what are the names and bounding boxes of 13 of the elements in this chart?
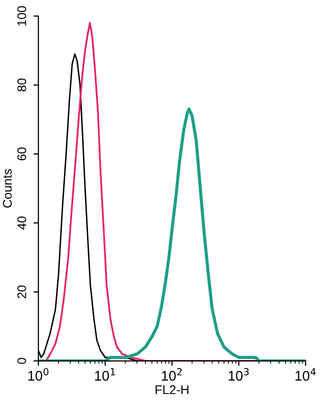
x-tick-label: 10$^{1}$: [95, 368, 115, 381]
x-tick-label: 10$^{0}$: [28, 368, 48, 381]
y-axis-title: Counts: [2, 169, 12, 208]
y-tick-label: 100: [17, 6, 26, 26]
y-tick-label: 40: [17, 216, 26, 230]
y-tick-label: 80: [17, 78, 26, 92]
y-tick-label: 0: [17, 358, 26, 364]
x-axis-title: FL2-H: [156, 385, 188, 394]
y-tick-label: 60: [17, 148, 26, 160]
x-tick-label: 10$^{4}$: [296, 368, 316, 381]
y-tick-label: 20: [17, 285, 26, 298]
x-tick-label: 10$^{2}$: [162, 368, 182, 381]
x-tick-label: 10$^{3}$: [228, 368, 249, 381]
